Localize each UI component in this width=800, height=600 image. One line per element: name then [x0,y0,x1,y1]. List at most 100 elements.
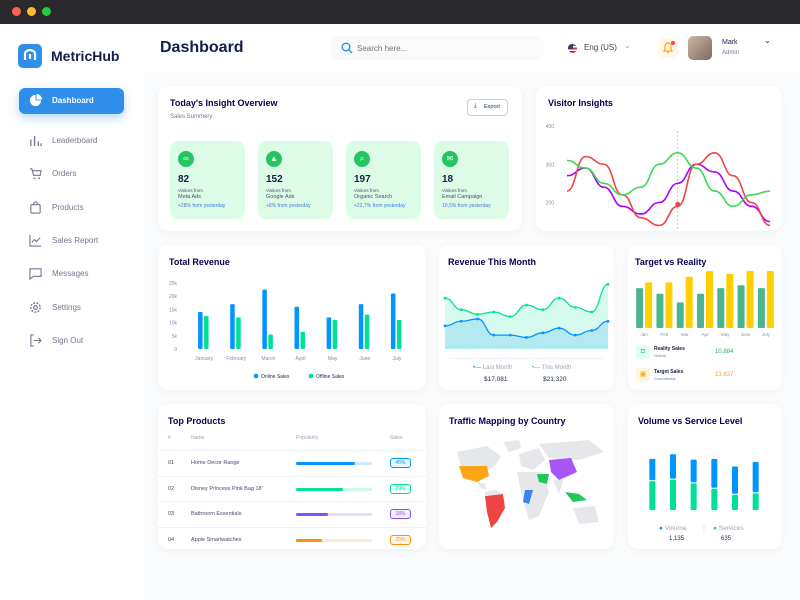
y-tick-label: 400 [546,124,555,130]
stat-card-email-campaign[interactable]: ✉ 18 Visitors from Email Campaign 10,5% … [434,141,509,219]
row-number: 03 [168,511,175,517]
sidebar-item-orders[interactable]: Orders [19,161,124,187]
product-name: Apple Smartwatches [191,536,242,543]
stat-card-google-ads[interactable]: ▲ 152 Visitors from Google Ads +8% from … [258,141,333,219]
popularity-bar [296,462,372,465]
bar [645,282,653,328]
column-header-popularity: Popularity [296,435,319,441]
x-tick-label: May [721,332,730,337]
sidebar-item-products[interactable]: Products [19,195,124,221]
data-point [443,324,447,328]
x-tick-label: Apr [701,332,709,337]
sidebar-item-label: Leaderboard [52,136,98,145]
table-row[interactable]: 03 Bathroom Essentials 18% [158,501,426,526]
stat-label: Visitors from [266,188,291,193]
bar [706,271,713,328]
x-tick-label: April [295,356,305,362]
sidebar: MetricHub Dashboard Leaderboard Orders P… [0,24,144,600]
stat-source: Organic Search [354,194,393,200]
australia-region [573,506,599,524]
target-sales-value: 13.637 [715,372,734,378]
russia-region [539,440,604,460]
visitor-insights-card: Visitor Insights 4003002001000JanFebMarA… [536,86,782,231]
stat-card-meta-ads[interactable]: ∞ 82 Visitors from Meta Ads +28% from ye… [170,141,245,219]
table-row[interactable]: 04 Apple Smartwatches 25% [158,526,426,552]
bar [697,293,704,328]
product-name: Bathroom Essentials [191,511,242,517]
reality-sales-icon: ◘ [636,345,650,359]
volume-value: 1,135 [669,536,685,542]
volume-legend: ● Volume [659,525,686,532]
last-month-legend: •— Last Month [473,365,512,371]
google-ads-icon: ▲ [266,151,282,167]
meta-icon: ∞ [178,151,194,167]
sidebar-item-label: Messages [52,269,89,278]
search-box[interactable] [331,36,544,60]
table-row[interactable]: 02 Disney Princess Pink Bag 18' 29% [158,475,426,501]
visitor-insights-title: Visitor Insights [548,98,613,108]
bar [198,312,203,349]
data-point [459,319,463,323]
x-tick-label: June [741,332,751,337]
x-tick-label: June [359,356,370,362]
sidebar-item-sign-out[interactable]: Sign Out [19,328,124,354]
congo-region [523,490,533,504]
series-line [566,151,771,227]
language-selector[interactable]: Eng (US) ⌄ [568,41,638,55]
table-row[interactable]: 01 Home Decor Range 45% [158,450,426,475]
insight-subtitle: Sales Summery [170,114,213,120]
minimize-window-icon[interactable] [27,7,36,16]
notification-dot [671,41,675,45]
top-products-card: Top Products # Name Popularity Sales 01 H… [158,404,426,549]
data-point [492,333,496,337]
sidebar-item-messages[interactable]: Messages [19,261,124,287]
brazil-region [485,494,505,528]
user-menu-chevron-icon[interactable]: ⌄ [764,36,771,45]
sidebar-item-settings[interactable]: Settings [19,295,124,321]
sidebar-item-dashboard[interactable]: Dashboard [19,88,124,114]
volume-vs-service-chart [649,454,759,534]
volume-title: Volume vs Service Level [638,416,743,426]
x-tick-label: Feb [661,332,669,337]
export-button[interactable]: ⤓ Export [467,99,508,116]
sidebar-item-leaderboard[interactable]: Leaderboard [19,128,124,154]
bar-segment [649,458,656,481]
revenue-month-chart [443,282,610,349]
bar [364,314,370,349]
page-title: Dashboard [160,39,244,56]
close-window-icon[interactable] [12,7,21,16]
bar-segment [711,488,718,510]
reality-sales-sub: Global [654,353,666,358]
avatar[interactable] [688,36,712,60]
target-sales-label: Target Sales [654,369,684,375]
search-icon [341,42,353,54]
popularity-fill [296,462,356,465]
bar [717,288,725,328]
bar [268,334,273,349]
target-title: Target vs Reality [635,257,707,267]
stat-card-organic-search[interactable]: ⌕ 197 Visitors from Organic Search +22,7… [346,141,421,219]
china-region [549,458,577,480]
bar [726,273,734,328]
sign-out-icon [30,334,42,347]
reality-sales-value: 10.884 [715,349,734,355]
search-input[interactable] [357,40,537,56]
mail-icon: ✉ [442,151,458,167]
data-point [574,333,577,337]
data-point [541,331,545,335]
sidebar-item-sales-report[interactable]: Sales Report [19,228,124,254]
service-value: 635 [721,536,732,542]
bar [390,293,396,349]
bar [326,317,332,349]
bar [204,316,209,349]
data-point [476,317,479,321]
x-tick-label: Mar [681,332,689,337]
notification-button[interactable] [658,38,678,58]
visitor-insights-chart: 4003002001000JanFebMarAprMayJunJulAugSep… [546,124,771,231]
last-month-value: $17,081 [484,376,508,383]
stat-value: 197 [354,174,371,185]
middle-east-region [537,474,549,484]
y-tick-label: 5k [172,334,178,340]
maximize-window-icon[interactable] [42,7,51,16]
total-revenue-card: Total Revenue 25k 20k 15k 10k 5k 0 January Febr… [158,245,426,390]
